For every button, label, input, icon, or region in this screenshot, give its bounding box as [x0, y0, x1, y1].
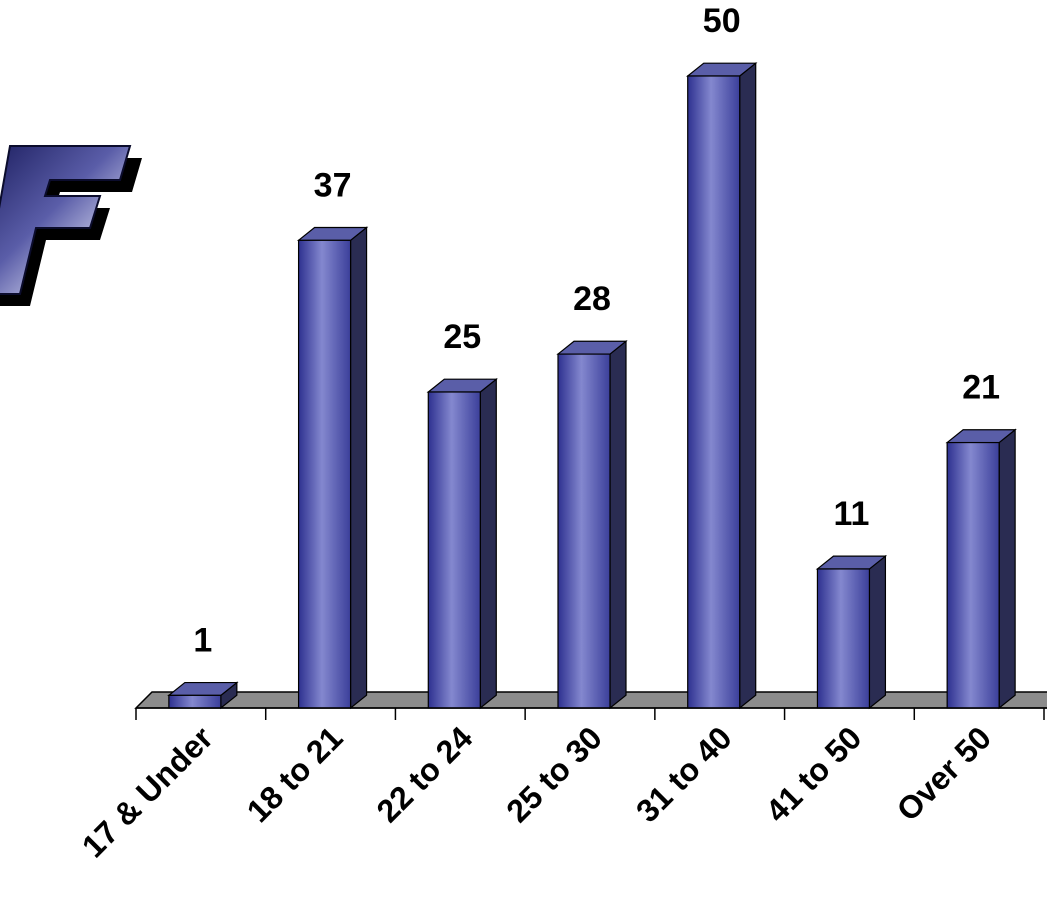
x-axis: 17 & Under 18 to 21 22 to 24 25 to 30 31 to … [75, 707, 1047, 864]
bar-front-face [297, 239, 352, 709]
bar-side-face [868, 554, 887, 710]
bar-front-face [687, 75, 741, 709]
bar [296, 226, 369, 710]
bar-front-face [557, 353, 611, 709]
bar-front-face [816, 568, 871, 709]
category-label: 18 to 21 [240, 719, 350, 829]
bar-side-face [998, 428, 1016, 710]
letter-f-logo-icon [0, 145, 142, 306]
data-label: 21 [962, 369, 1000, 407]
data-label: 50 [703, 2, 741, 40]
bar [426, 377, 498, 710]
bars-group [167, 61, 1017, 710]
bar-front-face [427, 391, 481, 709]
category-label: 22 to 24 [370, 719, 480, 829]
bar [556, 340, 628, 710]
data-label: 25 [443, 318, 481, 356]
bar-front-face [946, 441, 1000, 709]
data-labels-group: 1 37 25 28 50 11 21 [193, 2, 1000, 659]
data-label: 11 [833, 495, 869, 533]
category-label: 17 & Under [75, 719, 220, 864]
category-label: 25 to 30 [499, 719, 609, 829]
category-label: 41 to 50 [759, 719, 869, 829]
bar [815, 554, 888, 710]
bar [945, 428, 1017, 710]
bar-side-face [609, 340, 627, 710]
bar-side-face [349, 226, 368, 710]
data-label: 37 [314, 166, 352, 204]
bar [686, 61, 758, 710]
bar-front-face [168, 694, 222, 709]
category-label: 31 to 40 [629, 719, 739, 829]
data-label: 28 [573, 280, 611, 318]
bar-side-face [739, 61, 757, 710]
data-label: 1 [193, 621, 212, 659]
bar-side-face [479, 377, 497, 710]
category-label: Over 50 [890, 719, 998, 827]
